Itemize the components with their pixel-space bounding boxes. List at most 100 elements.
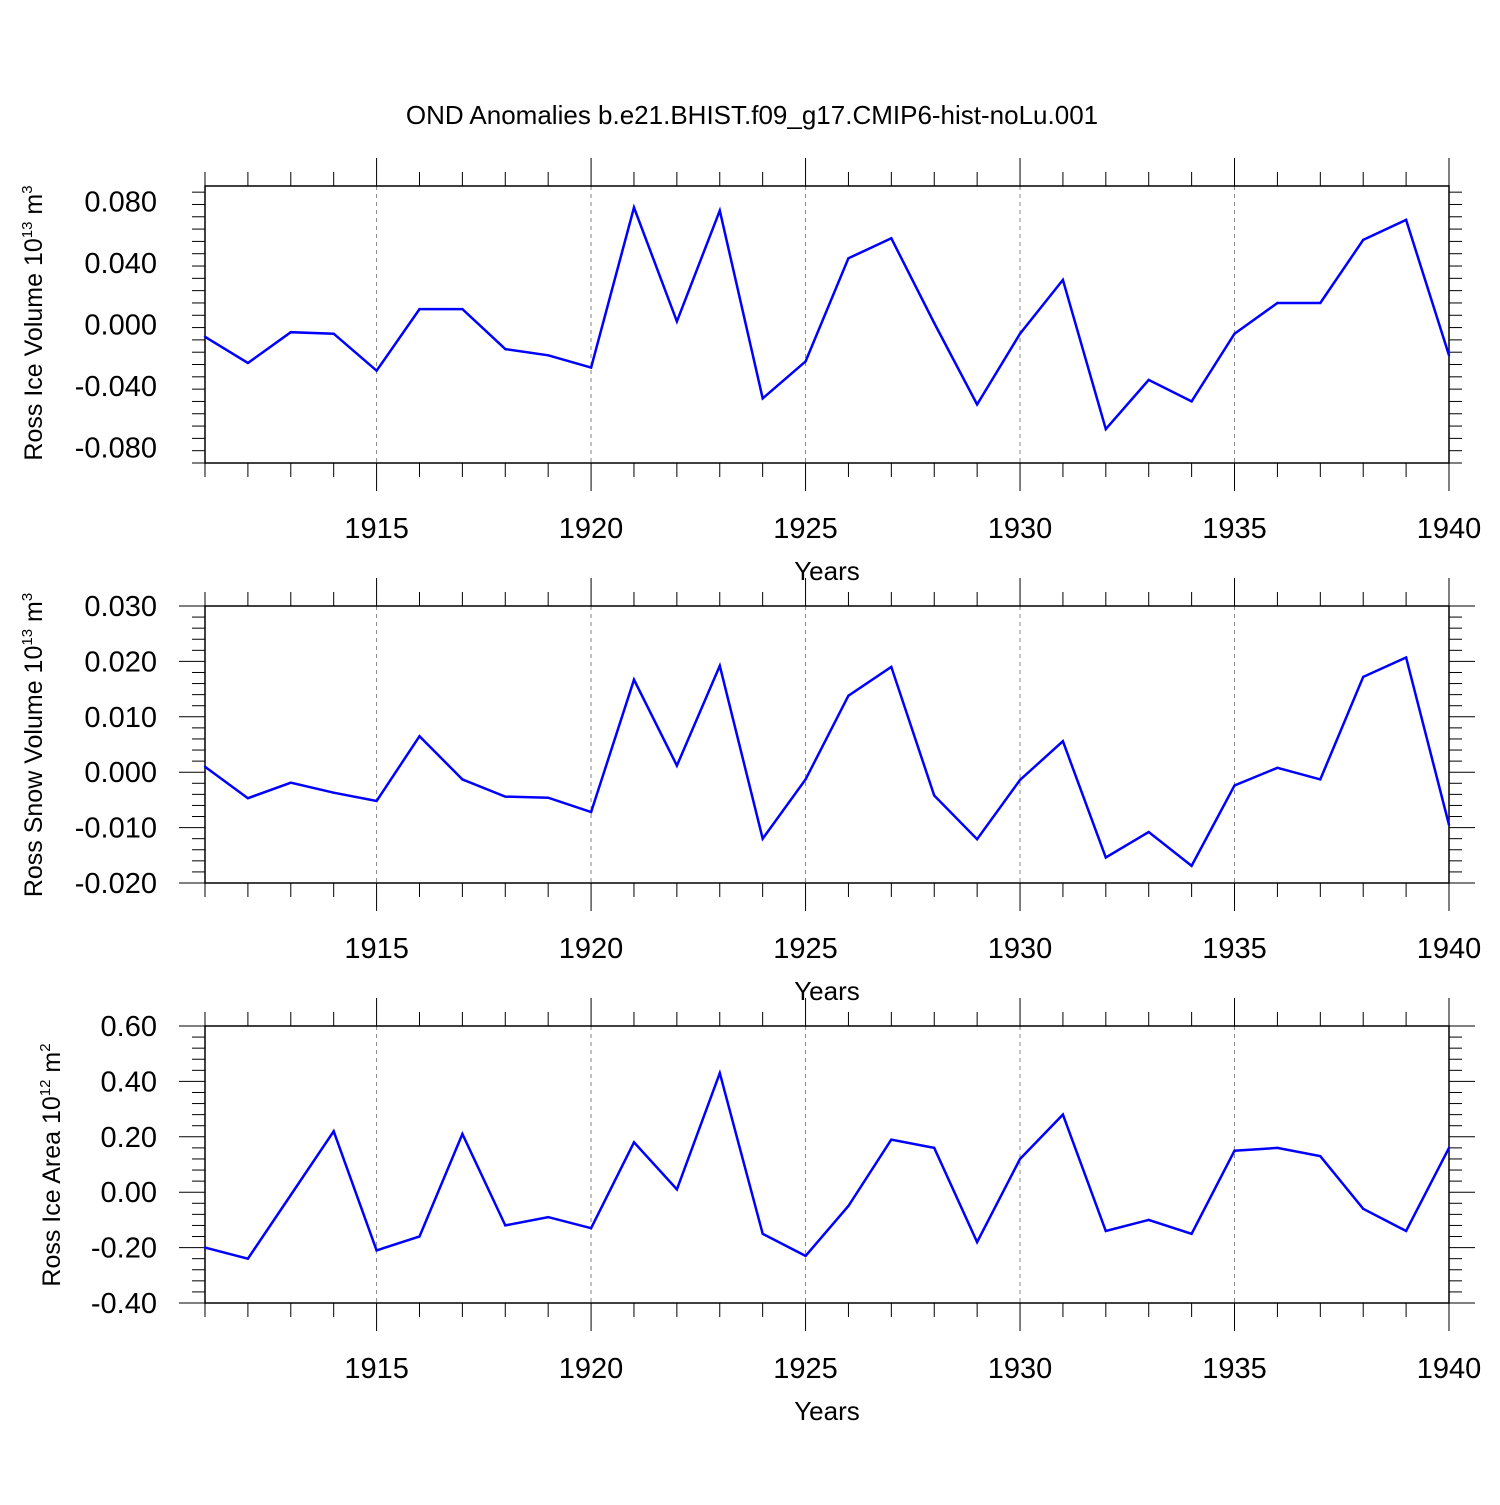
y-axis-label-unit-exponent: 3 [19, 593, 36, 601]
y-tick-label: 0.40 [101, 1066, 157, 1098]
y-tick-label: 0.010 [84, 702, 157, 734]
data-point [461, 1132, 464, 1136]
data-point [632, 678, 636, 681]
data-point [546, 796, 550, 799]
y-axis-label-exponent: 12 [37, 1080, 54, 1097]
data-line [204, 655, 1451, 868]
data-point [1104, 1229, 1108, 1233]
data-point [675, 1188, 679, 1191]
data-point [203, 335, 207, 339]
data-point [1018, 332, 1022, 335]
x-tick-label: 1935 [1202, 933, 1267, 965]
data-point [1276, 1146, 1279, 1150]
data-point [289, 330, 292, 334]
data-point [332, 791, 335, 794]
data-point [589, 810, 593, 814]
data-point [933, 1146, 936, 1150]
y-tick-label: 0.20 [101, 1122, 157, 1154]
y-tick-label: -0.040 [75, 371, 157, 403]
data-point [1233, 332, 1236, 335]
y-axis-label-unit: m [20, 601, 48, 629]
x-axis-label: Years [794, 976, 860, 1006]
x-tick-label: 1915 [344, 933, 409, 965]
data-point [718, 209, 721, 212]
data-point [546, 354, 550, 357]
data-point [418, 1235, 421, 1238]
data-point [589, 366, 593, 369]
x-tick-label: 1935 [1202, 1353, 1267, 1385]
y-tick-label: 0.60 [101, 1011, 157, 1043]
y-tick-label: 0.080 [84, 186, 157, 218]
data-point [761, 837, 764, 840]
data-point [504, 1224, 507, 1227]
data-point [1362, 675, 1365, 679]
data-point [1276, 766, 1279, 769]
y-axis-label-unit: m [38, 1052, 66, 1080]
x-tick-label: 1925 [773, 1353, 838, 1385]
x-tick-label: 1925 [773, 513, 838, 545]
data-point [546, 1215, 550, 1219]
data-point [1447, 823, 1451, 827]
data-point [1362, 238, 1365, 242]
y-axis-label-unit: m [20, 194, 48, 222]
data-point [1147, 830, 1150, 834]
y-axis-label-unit-exponent: 2 [37, 1043, 54, 1051]
data-point [761, 1232, 764, 1235]
data-point [332, 1130, 335, 1133]
y-tick-label: -0.20 [91, 1233, 157, 1265]
x-tick-label: 1930 [988, 933, 1053, 965]
x-tick-label: 1935 [1202, 513, 1267, 545]
data-point [632, 1141, 636, 1144]
y-axis-label-exponent: 13 [19, 629, 36, 646]
x-tick-label: 1920 [559, 933, 624, 965]
data-point [246, 361, 250, 365]
data-point [418, 734, 421, 738]
data-point [718, 1071, 721, 1075]
y-axis-label: Ross Ice Volume 1013 m3 [19, 185, 48, 460]
y-tick-label: -0.40 [91, 1288, 157, 1320]
y-axis-label-exponent: 13 [19, 222, 36, 239]
data-point [1190, 864, 1193, 868]
data-point [1104, 427, 1108, 431]
data-point [675, 320, 679, 323]
data-point [1147, 378, 1150, 382]
x-tick-label: 1940 [1417, 933, 1482, 965]
data-point [804, 778, 807, 781]
x-tick-label: 1920 [559, 1353, 624, 1385]
data-point [890, 1138, 893, 1141]
y-tick-label: -0.080 [75, 433, 157, 465]
data-point [1447, 1146, 1451, 1150]
y-axis-label: Ross Ice Area 1012 m2 [37, 1043, 66, 1286]
data-point [246, 1257, 250, 1260]
data-point [890, 237, 893, 240]
data-point [975, 838, 979, 841]
data-point [804, 1254, 807, 1258]
data-point [1104, 856, 1108, 859]
y-tick-label: 0.040 [84, 248, 157, 280]
x-tick-label: 1920 [559, 513, 624, 545]
x-tick-label: 1915 [344, 513, 409, 545]
data-point [504, 795, 507, 798]
data-point [1061, 278, 1065, 282]
data-point [1404, 1229, 1408, 1233]
data-point [1276, 301, 1279, 305]
data-point [718, 664, 721, 668]
data-point [804, 360, 807, 363]
x-tick-label: 1940 [1417, 1353, 1482, 1385]
data-point [289, 1193, 292, 1197]
chart-title: OND Anomalies b.e21.BHIST.f09_g17.CMIP6-… [406, 100, 1098, 130]
y-axis-label-main: Ross Ice Area 10 [38, 1096, 66, 1286]
x-axis-label: Years [794, 1396, 860, 1426]
data-point [1018, 1157, 1022, 1161]
data-point [1362, 1207, 1365, 1211]
data-point [1233, 1149, 1236, 1152]
y-tick-label: 0.000 [84, 310, 157, 342]
data-line [204, 1068, 1451, 1261]
data-point [375, 1249, 378, 1252]
x-axis-label: Years [794, 556, 860, 586]
data-point [975, 403, 979, 406]
data-point [1018, 778, 1022, 782]
data-point [1319, 1154, 1322, 1158]
